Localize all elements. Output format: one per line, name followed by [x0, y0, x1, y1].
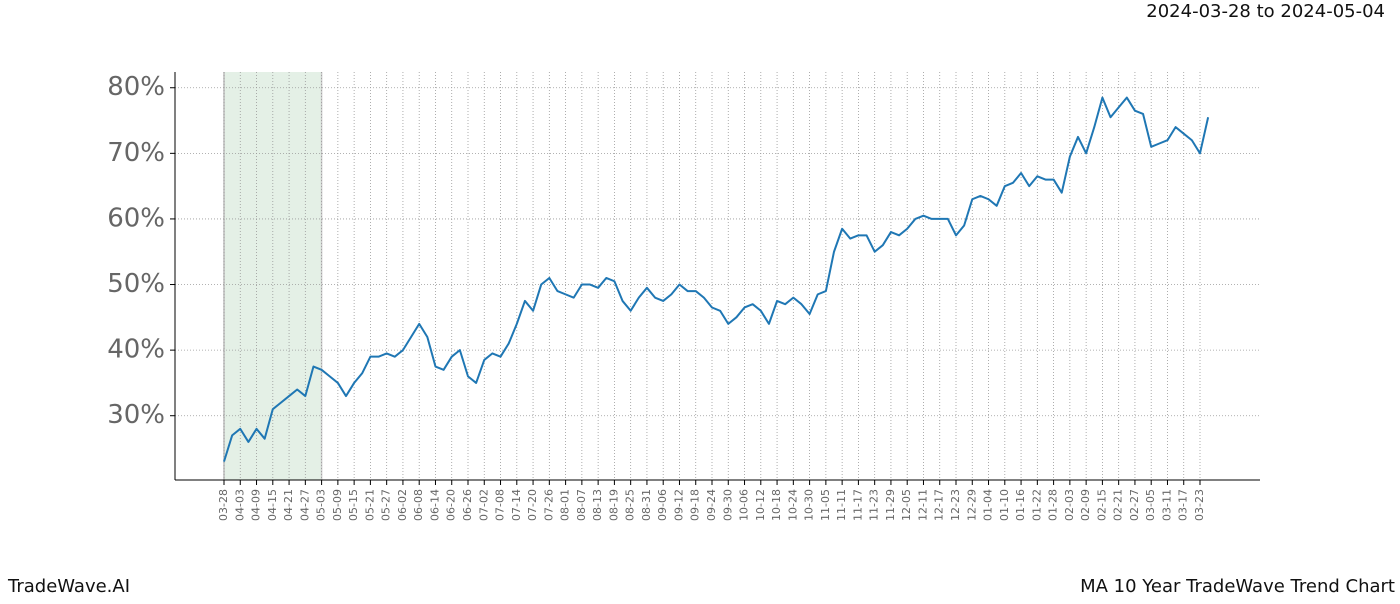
x-tick-label: 11-29: [884, 489, 897, 521]
x-tick-label: 09-30: [721, 489, 734, 521]
x-tick-label: 11-17: [851, 489, 864, 521]
x-tick-label: 06-02: [396, 489, 409, 521]
x-tick-label: 01-16: [1014, 489, 1027, 521]
y-tick-label: 40%: [107, 335, 165, 365]
x-tick-label: 02-21: [1112, 489, 1125, 521]
x-tick-label: 09-06: [656, 489, 669, 521]
x-tick-label: 04-15: [266, 489, 279, 521]
footer-left: TradeWave.AI: [7, 576, 130, 597]
x-tick-label: 10-12: [754, 489, 767, 521]
y-tick-label: 60%: [107, 203, 165, 233]
x-tick-label: 03-05: [1144, 489, 1157, 521]
y-tick-label: 80%: [107, 72, 165, 102]
x-tick-label: 08-25: [624, 489, 637, 521]
x-tick-label: 06-08: [412, 489, 425, 521]
x-tick-label: 07-14: [510, 489, 523, 521]
x-tick-label: 05-27: [380, 489, 393, 521]
x-tick-label: 09-18: [689, 489, 702, 521]
x-tick-label: 07-02: [477, 489, 490, 521]
y-tick-label: 70%: [107, 138, 165, 168]
x-tick-label: 03-17: [1177, 489, 1190, 521]
x-tick-label: 11-23: [868, 489, 881, 521]
x-tick-label: 12-05: [900, 489, 913, 521]
x-tick-label: 12-11: [916, 489, 929, 521]
trend-line: [223, 96, 1210, 462]
x-tick-label: 06-20: [445, 489, 458, 521]
x-tick-label: 01-04: [982, 489, 995, 521]
x-tick-label: 03-28: [217, 489, 230, 521]
x-tick-label: 04-27: [298, 489, 311, 521]
x-tick-label: 01-22: [1030, 489, 1043, 521]
x-tick-label: 02-27: [1128, 489, 1141, 521]
x-tick-label: 01-10: [998, 489, 1011, 521]
x-tick-label: 05-21: [363, 489, 376, 521]
x-tick-label: 06-14: [428, 489, 441, 521]
x-tick-label: 04-03: [233, 489, 246, 521]
x-tick-label: 02-09: [1079, 489, 1092, 521]
x-tick-label: 12-29: [965, 489, 978, 521]
x-tick-label: 11-11: [835, 489, 848, 521]
x-tick-label: 09-12: [672, 489, 685, 521]
x-tick-label: 04-09: [250, 489, 263, 521]
x-tick-label: 07-20: [526, 489, 539, 521]
x-tick-label: 07-08: [494, 489, 507, 521]
x-tick-label: 10-06: [738, 489, 751, 521]
x-tick-label: 08-13: [591, 489, 604, 521]
y-tick-label: 50%: [107, 269, 165, 299]
x-tick-label: 06-26: [461, 489, 474, 521]
x-tick-label: 02-03: [1063, 489, 1076, 521]
x-tick-label: 10-30: [803, 489, 816, 521]
x-tick-label: 08-01: [559, 489, 572, 521]
x-tick-label: 12-17: [933, 489, 946, 521]
x-tick-label: 03-23: [1193, 489, 1206, 521]
x-tick-label: 05-09: [331, 489, 344, 521]
x-tick-label: 10-24: [786, 489, 799, 521]
x-tick-label: 05-15: [347, 489, 360, 521]
date-range: 2024-03-28 to 2024-05-04: [1146, 1, 1385, 22]
x-tick-label: 09-24: [705, 489, 718, 521]
x-tick-label: 05-03: [315, 489, 328, 521]
x-tick-label: 07-26: [542, 489, 555, 521]
x-tick-label: 04-21: [282, 489, 295, 521]
y-tick-label: 30%: [107, 400, 165, 430]
x-tick-label: 11-05: [819, 489, 832, 521]
x-tick-label: 08-31: [640, 489, 653, 521]
footer-right: MA 10 Year TradeWave Trend Chart: [1080, 576, 1395, 597]
x-tick-label: 08-19: [607, 489, 620, 521]
x-tick-label: 08-07: [575, 489, 588, 521]
x-tick-label: 10-18: [770, 489, 783, 521]
x-tick-label: 12-23: [949, 489, 962, 521]
x-tick-label: 03-11: [1160, 489, 1173, 521]
x-tick-label: 02-15: [1095, 489, 1108, 521]
x-tick-label: 01-28: [1047, 489, 1060, 521]
